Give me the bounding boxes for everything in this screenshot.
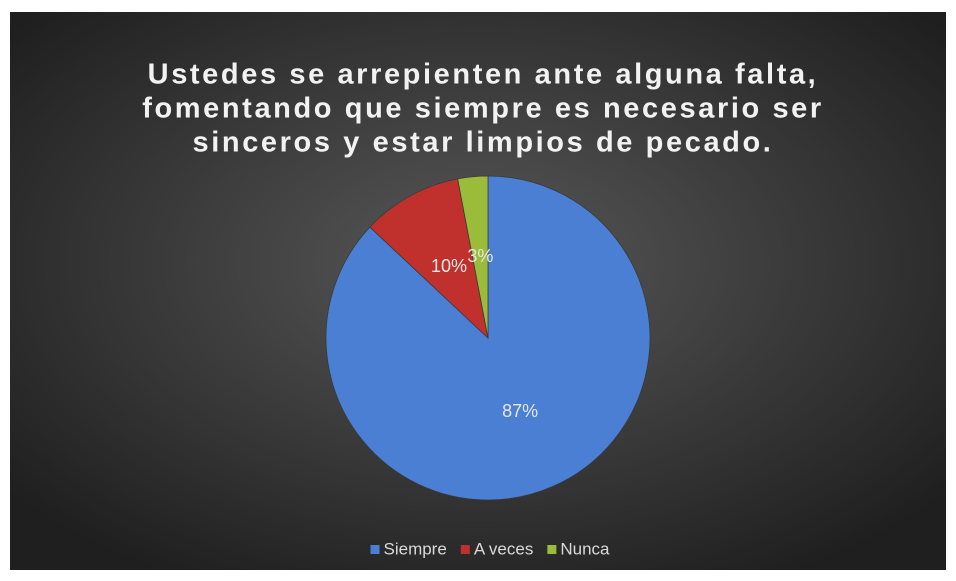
- chart-title: Ustedes se arrepienten ante alguna falta…: [148, 59, 819, 91]
- legend-label: A veces: [474, 539, 534, 558]
- pie-slice: [457, 175, 489, 339]
- data-label: 87%: [502, 401, 538, 421]
- chart-title: sinceros y estar limpios de pecado.: [193, 127, 774, 159]
- legend-marker: [370, 545, 380, 554]
- chart-title: fomentando que siempre es necesario ser: [142, 93, 824, 125]
- legend-marker: [547, 545, 557, 554]
- data-label: 10%: [431, 256, 467, 276]
- legend-label: Nunca: [560, 539, 610, 558]
- pie-slice: [369, 178, 489, 340]
- data-label: 3%: [467, 246, 493, 266]
- legend-marker: [460, 545, 470, 554]
- legend-label: Siempre: [384, 539, 447, 558]
